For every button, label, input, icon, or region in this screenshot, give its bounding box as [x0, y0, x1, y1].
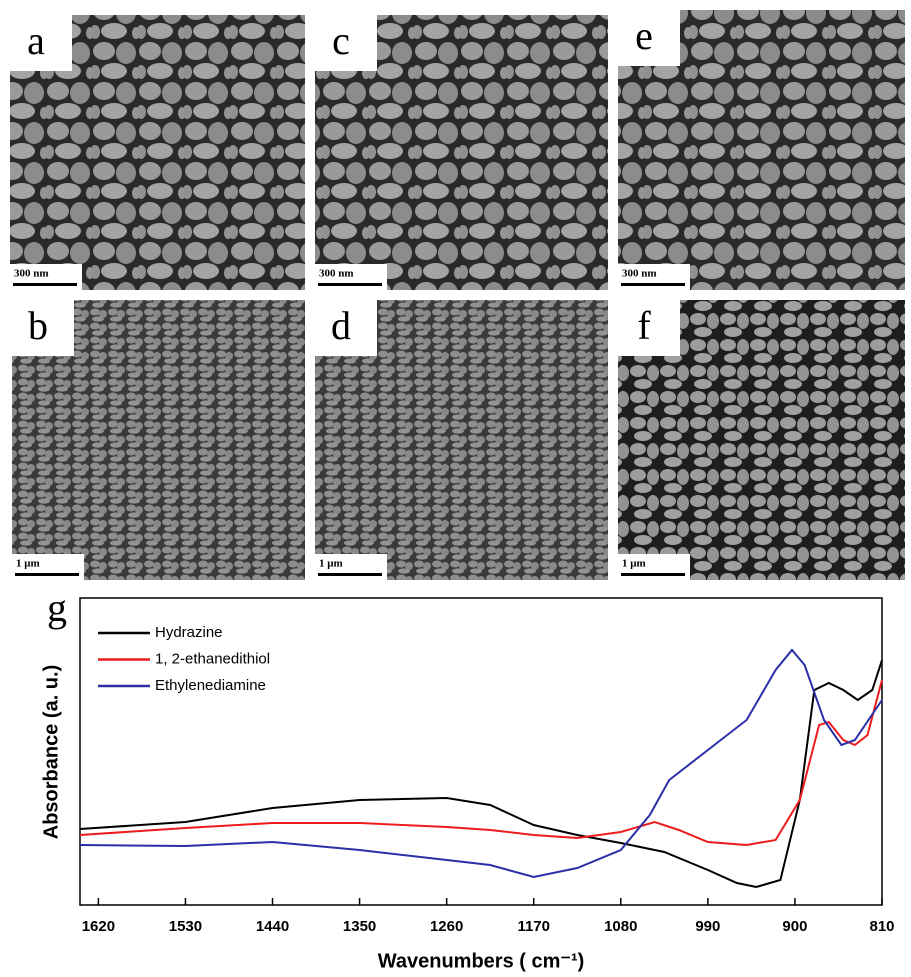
scale-bar-label: 300 nm: [319, 268, 354, 280]
scale-bar-label: 300 nm: [14, 268, 49, 280]
panel-label: b: [28, 303, 48, 348]
x-tick-label: 1440: [256, 918, 289, 935]
x-tick-label: 1350: [343, 918, 376, 935]
panel-label: f: [637, 303, 651, 348]
plot-frame: [80, 598, 882, 905]
panel-label: a: [27, 18, 45, 63]
x-tick-label: 1620: [82, 918, 115, 935]
scale-bar-label: 1 μm: [622, 558, 646, 570]
scale-bar: [15, 573, 79, 576]
figure: a 300 nm b 1 μm c 300 nm d 1 μm e 300 nm f 1 μm g W…: [0, 0, 911, 977]
scale-bar: [318, 283, 382, 286]
scale-bar: [318, 573, 382, 576]
panel-label: c: [332, 18, 350, 63]
y-axis-label: Absorbance (a. u.): [40, 665, 62, 839]
panel-label: d: [331, 303, 351, 348]
x-tick-label: 810: [869, 918, 894, 935]
scale-bar: [621, 283, 685, 286]
x-axis-label: Wavenumbers ( cm⁻¹): [378, 950, 585, 972]
panel-label: g: [47, 585, 67, 630]
x-tick-label: 1530: [169, 918, 202, 935]
sem-panels: [10, 10, 905, 580]
legend-label: Hydrazine: [155, 624, 223, 641]
scale-bar-label: 1 μm: [16, 558, 40, 570]
x-tick-label: 1080: [604, 918, 637, 935]
legend-label: 1, 2-ethanedithiol: [155, 650, 270, 667]
panel-label: e: [635, 13, 653, 58]
scale-bar-label: 300 nm: [622, 268, 657, 280]
x-tick-label: 1170: [517, 918, 550, 935]
legend-label: Ethylenediamine: [155, 677, 266, 694]
x-tick-label: 990: [695, 918, 720, 935]
x-tick-label: 900: [782, 918, 807, 935]
scale-bar: [13, 283, 77, 286]
x-tick-label: 1260: [430, 918, 463, 935]
scale-bar: [621, 573, 685, 576]
scale-bar-label: 1 μm: [319, 558, 343, 570]
